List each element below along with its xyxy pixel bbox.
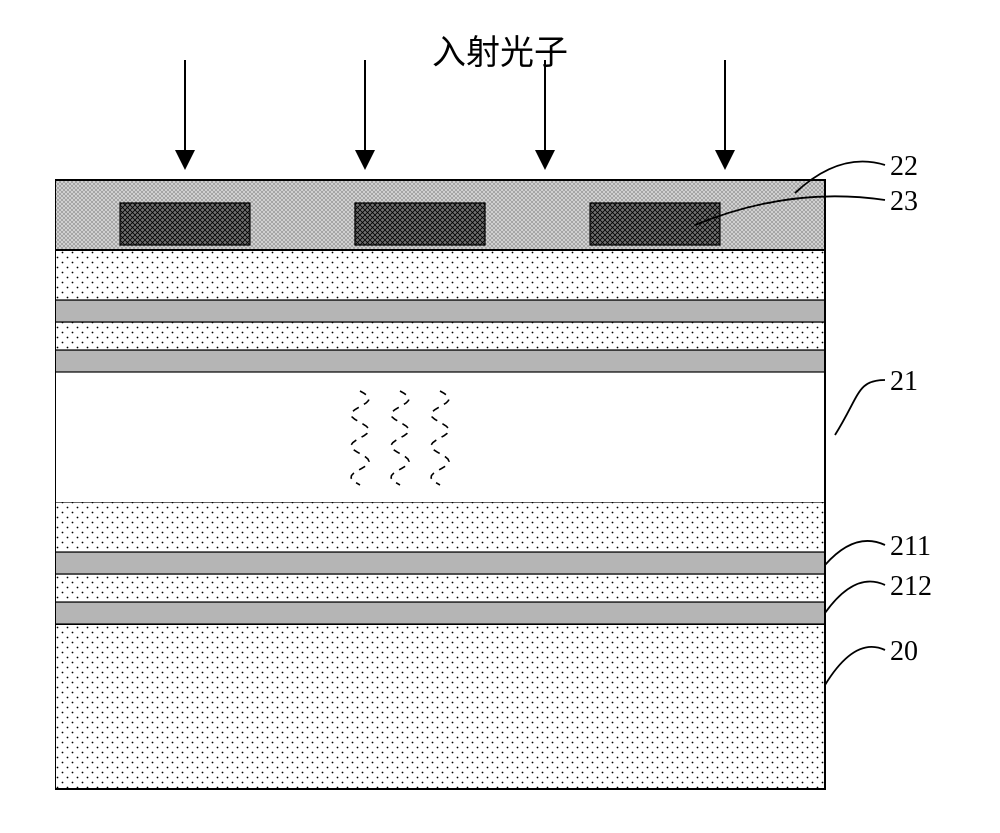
ref-label-22: 22	[890, 151, 918, 183]
embedded-block	[590, 203, 720, 245]
embedded-block	[355, 203, 485, 245]
diagram-svg	[55, 25, 945, 815]
leader-line	[825, 582, 885, 614]
ref-label-211: 211	[890, 531, 931, 563]
diagram-root: 入射光子	[55, 25, 945, 815]
leader-line	[825, 647, 885, 685]
embedded-block	[120, 203, 250, 245]
leader-line	[825, 541, 885, 565]
ref-label-20: 20	[890, 636, 918, 668]
leader-line	[835, 380, 885, 435]
ref-label-21: 21	[890, 366, 918, 398]
diagram-title: 入射光子	[432, 25, 568, 74]
ref-label-212: 212	[890, 571, 932, 603]
ref-label-23: 23	[890, 186, 918, 218]
